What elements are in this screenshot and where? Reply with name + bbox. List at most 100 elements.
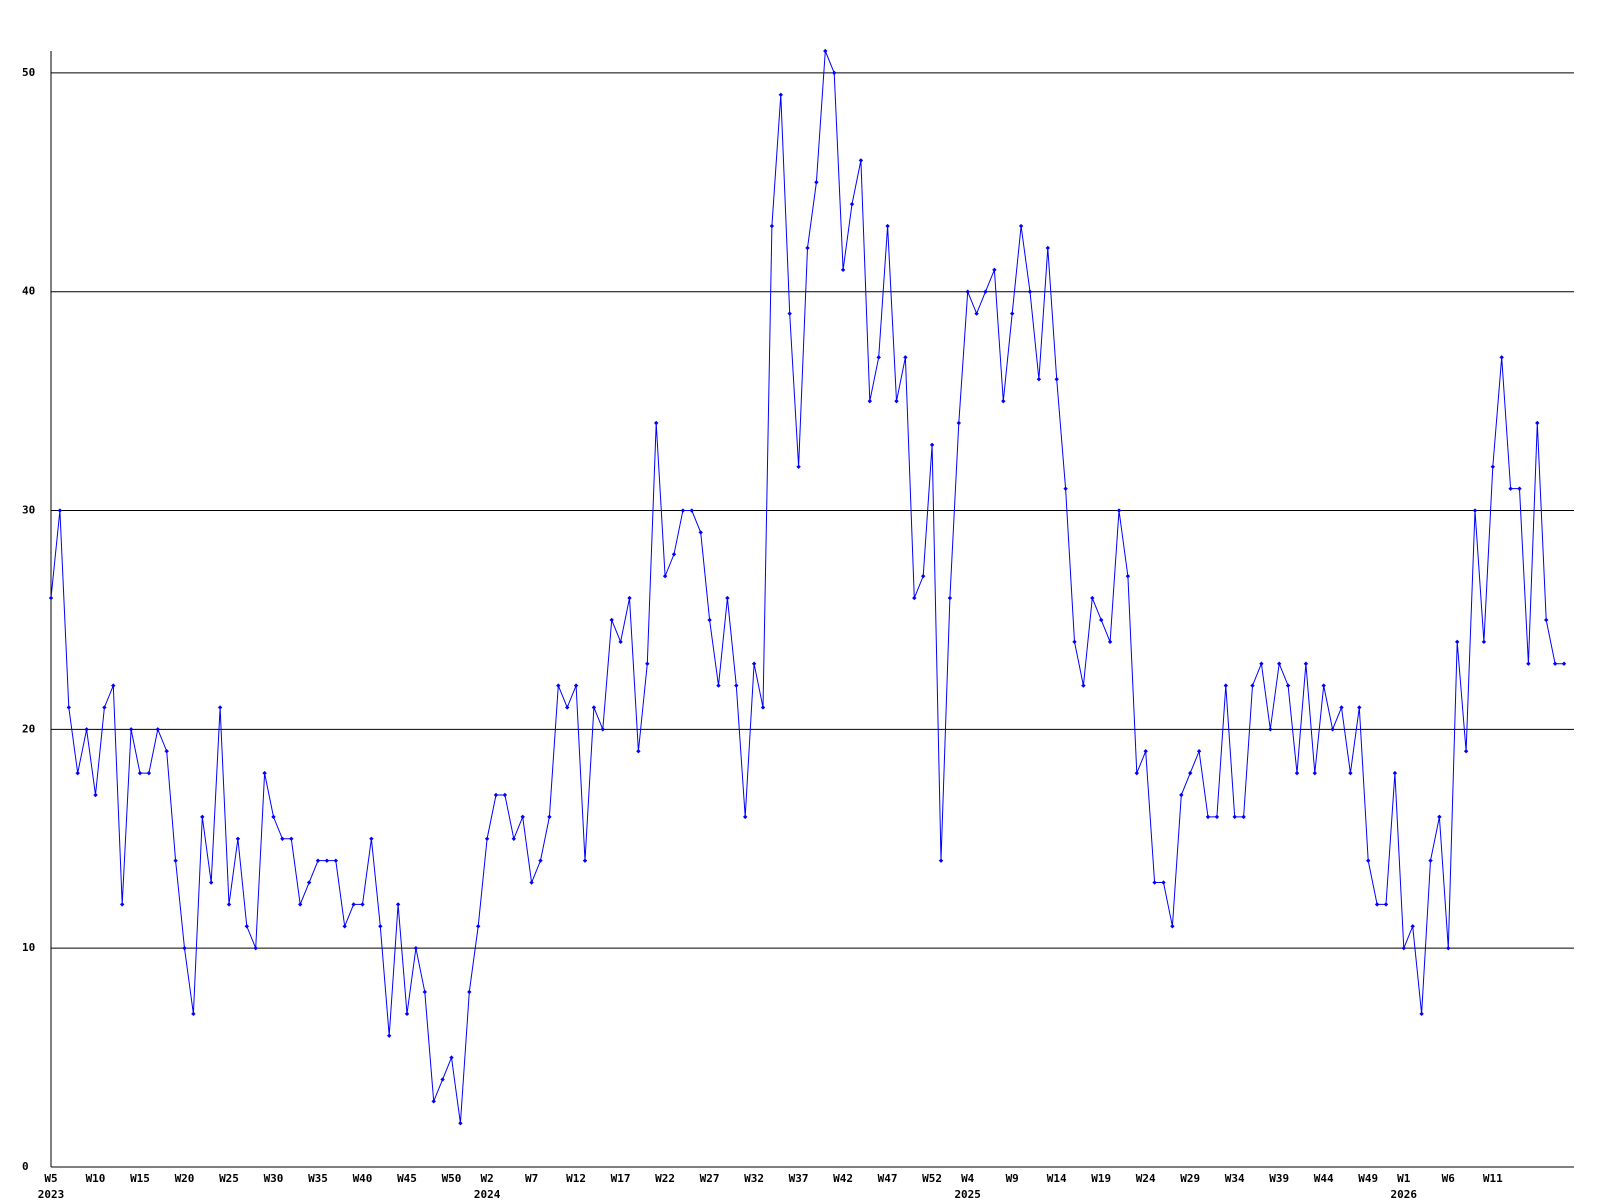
data-point: [1072, 639, 1077, 645]
data-point: [1268, 727, 1273, 732]
x-tick-label: W12: [566, 1172, 586, 1185]
x-tick-label: W9: [1006, 1172, 1019, 1185]
data-point: [1232, 814, 1237, 820]
data-point: [1481, 639, 1487, 645]
data-point: [573, 683, 579, 688]
data-point: [1241, 814, 1246, 820]
data-point: [921, 573, 926, 579]
data-point: [48, 595, 54, 601]
x-tick-label: W40: [353, 1172, 373, 1185]
data-point: [974, 311, 979, 316]
data-point: [520, 814, 525, 820]
data-point: [66, 705, 71, 710]
data-point: [422, 989, 427, 995]
data-point: [1321, 683, 1326, 688]
data-point: [155, 727, 160, 732]
data-point: [413, 945, 419, 951]
data-point: [947, 595, 953, 601]
data-point: [654, 420, 659, 426]
data-point: [823, 48, 828, 54]
data-point: [1107, 639, 1113, 645]
data-point: [751, 661, 757, 666]
data-point: [1535, 420, 1540, 426]
data-point: [858, 158, 864, 163]
data-point: [1277, 661, 1282, 666]
data-point: [369, 836, 374, 841]
data-point: [565, 705, 570, 710]
x-tick-label: W14: [1047, 1172, 1067, 1185]
data-point: [805, 245, 810, 251]
x-tick-label: W29: [1180, 1172, 1200, 1185]
data-point: [1188, 770, 1193, 776]
data-point: [511, 836, 516, 841]
data-point: [1045, 245, 1050, 251]
data-point: [1490, 464, 1495, 469]
data-point: [1383, 902, 1389, 907]
data-point: [1063, 486, 1068, 491]
data-point: [217, 705, 223, 710]
data-point: [342, 924, 347, 929]
data-point: [360, 902, 365, 907]
data-point: [289, 836, 294, 841]
data-point: [983, 289, 988, 294]
data-point: [1446, 945, 1451, 951]
x-year-label: 2025: [954, 1188, 981, 1200]
data-point: [1526, 661, 1531, 666]
data-point: [1508, 486, 1513, 491]
data-point: [1330, 727, 1335, 732]
data-point: [787, 311, 792, 316]
data-point: [431, 1099, 436, 1104]
data-point: [725, 595, 730, 601]
data-point: [298, 902, 303, 907]
data-point: [929, 442, 935, 448]
data-point: [173, 858, 178, 863]
data-point: [903, 355, 908, 360]
data-point: [1437, 814, 1442, 820]
x-tick-label: W52: [922, 1172, 942, 1185]
data-point: [1339, 705, 1344, 710]
data-point: [484, 836, 490, 841]
data-point: [645, 661, 650, 666]
data-point: [743, 814, 748, 820]
data-point: [253, 945, 258, 951]
data-point: [191, 1011, 196, 1017]
data-point: [333, 858, 338, 863]
data-point: [582, 858, 588, 863]
data-point: [324, 858, 330, 863]
data-point: [796, 464, 801, 469]
x-year-label: 2023: [38, 1188, 65, 1200]
data-point: [395, 902, 401, 907]
x-tick-label: W27: [700, 1172, 720, 1185]
data-point: [1285, 683, 1291, 688]
y-tick-label: 30: [22, 504, 35, 517]
data-point: [1428, 858, 1433, 863]
x-tick-label: W6: [1442, 1172, 1456, 1185]
data-point: [128, 727, 134, 732]
series-line: [50, 50, 1564, 1124]
data-point: [1552, 661, 1558, 666]
data-point: [1036, 377, 1042, 382]
data-point: [529, 880, 534, 885]
data-point: [938, 858, 944, 863]
data-point: [226, 902, 232, 907]
x-tick-label: W4: [961, 1172, 975, 1185]
data-point: [1517, 486, 1522, 491]
data-point: [591, 705, 597, 710]
data-point: [164, 749, 169, 754]
x-tick-label: W5: [44, 1172, 57, 1185]
data-point: [912, 595, 917, 601]
data-point: [849, 201, 855, 207]
data-point: [840, 267, 846, 273]
data-point: [707, 617, 712, 623]
data-point: [493, 792, 499, 798]
data-point: [440, 1077, 445, 1082]
x-tick-label: W35: [308, 1172, 328, 1185]
data-point: [1544, 617, 1549, 623]
x-tick-label: W7: [525, 1172, 538, 1185]
data-point: [680, 508, 686, 513]
data-point: [867, 398, 872, 404]
data-point: [1116, 508, 1122, 513]
y-tick-label: 20: [22, 722, 35, 735]
data-point: [1134, 770, 1139, 776]
data-point: [832, 70, 837, 76]
